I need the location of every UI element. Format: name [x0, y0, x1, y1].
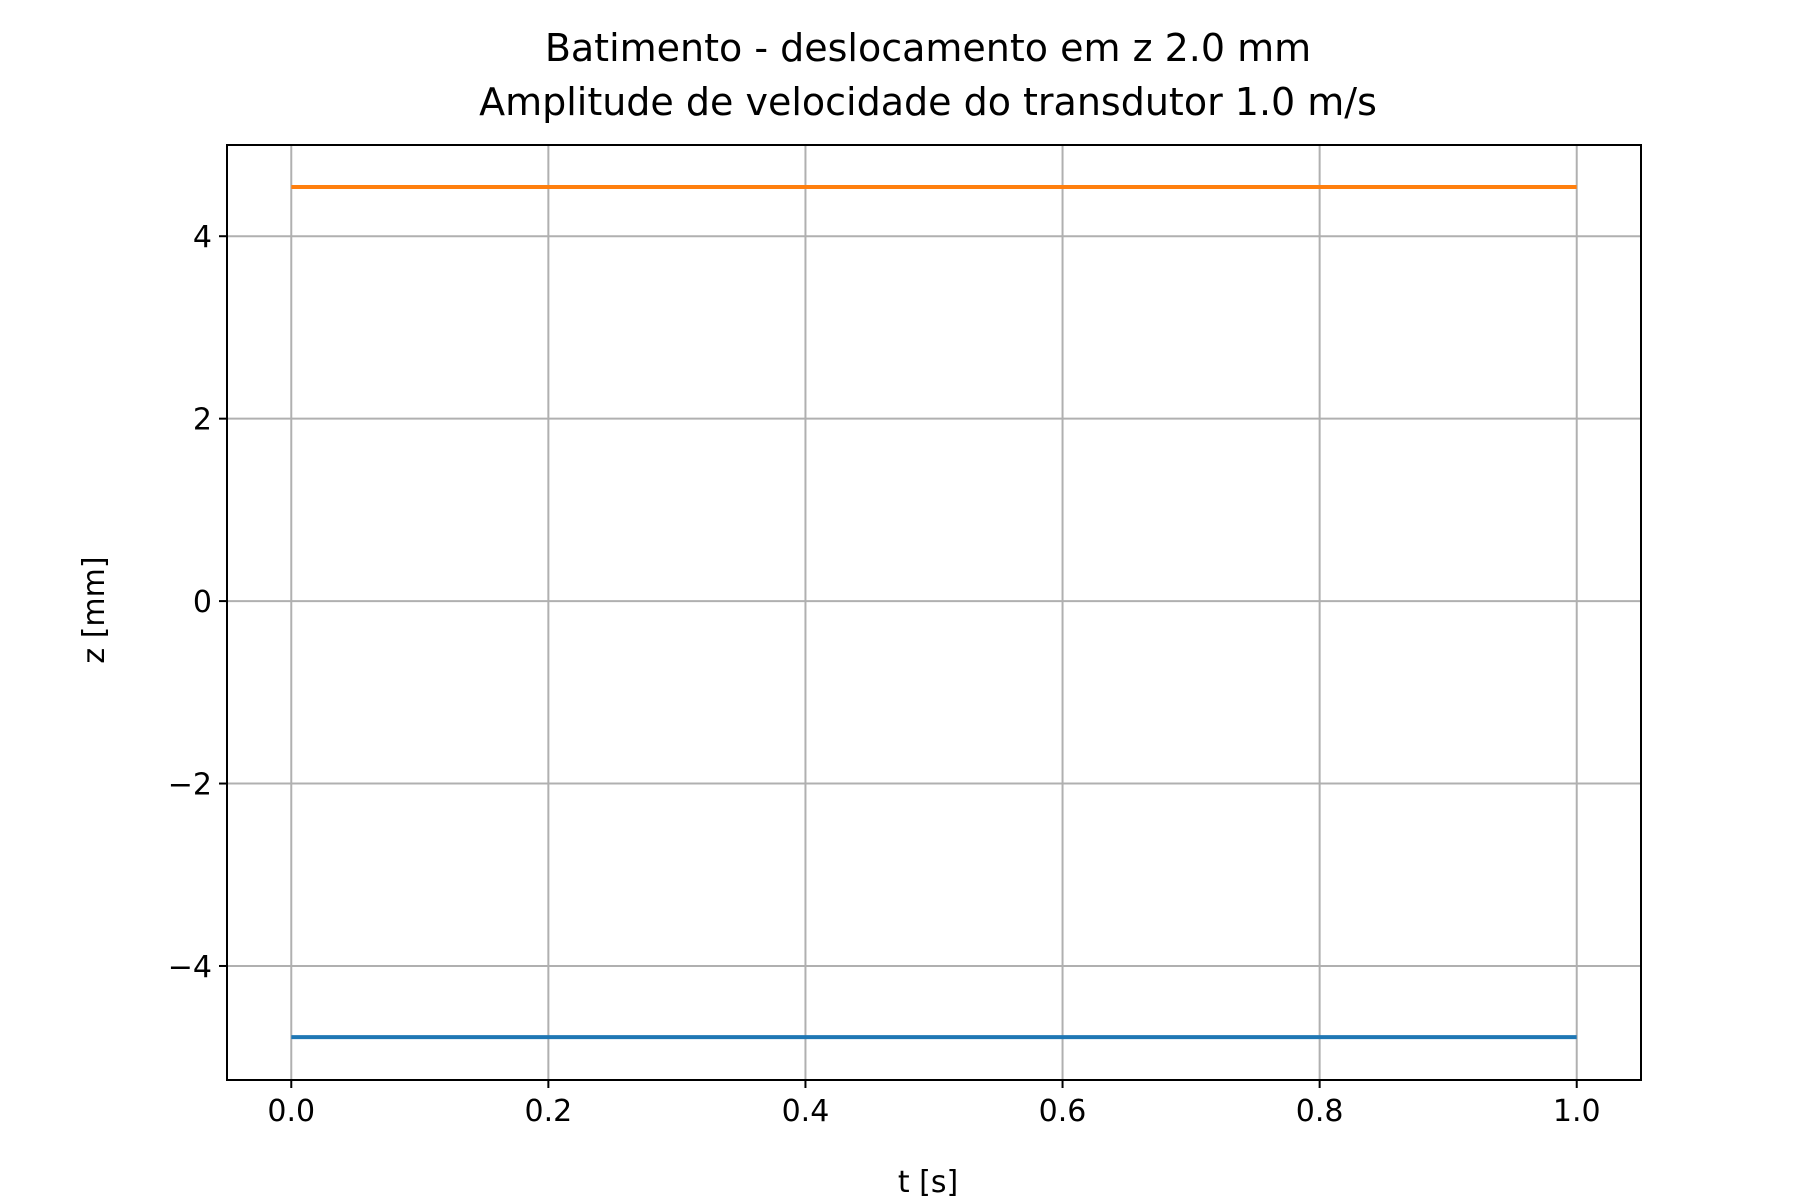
x-tick-label: 0.2	[525, 1094, 573, 1129]
chart-title-line-2: Amplitude de velocidade do transdutor 1.…	[479, 80, 1377, 124]
y-tick-label: −2	[168, 768, 212, 803]
y-tick-label: 4	[193, 220, 212, 255]
y-axis-label: z [mm]	[77, 556, 112, 663]
x-tick-label: 1.0	[1553, 1094, 1601, 1129]
x-tick-label: 0.4	[782, 1094, 830, 1129]
plot-frame	[226, 144, 1642, 1081]
ticks: 0.0 0.2 0.4 0.6 0.8 1.0 −4 −2 0 2 4	[168, 220, 1601, 1129]
x-tick-label: 0.8	[1296, 1094, 1344, 1129]
y-tick-label: −4	[168, 950, 212, 985]
y-tick-label: 0	[193, 585, 212, 620]
series-layer	[291, 185, 1577, 1040]
x-axis-label: t [s]	[898, 1165, 958, 1200]
grid	[227, 145, 1641, 1080]
y-tick-label: 2	[193, 403, 212, 438]
x-tick-label: 0.0	[267, 1094, 315, 1129]
x-tick-label: 0.6	[1039, 1094, 1087, 1129]
chart-title-line-1: Batimento - deslocamento em z 2.0 mm	[545, 26, 1311, 70]
